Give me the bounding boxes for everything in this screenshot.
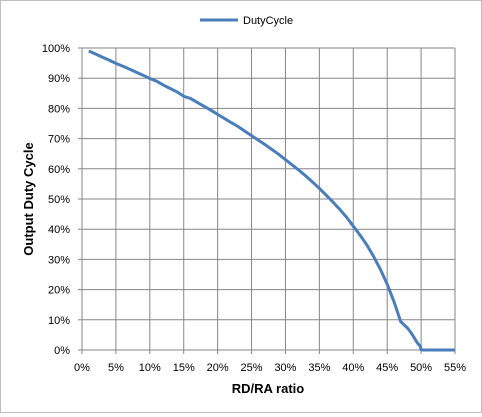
- x-axis-title: RD/RA ratio: [232, 381, 305, 396]
- x-tick-label: 45%: [376, 362, 398, 374]
- y-tick-label: 100%: [42, 43, 70, 55]
- x-tick-label: 5%: [108, 362, 124, 374]
- series-line-dutycycle: [88, 49, 455, 352]
- y-tick-label: 0%: [54, 345, 70, 357]
- y-tick-label: 80%: [48, 103, 70, 115]
- legend: DutyCycle: [200, 15, 293, 27]
- x-tick-label: 10%: [139, 362, 161, 374]
- y-tick-label: 30%: [48, 254, 70, 266]
- x-tick-label: 40%: [342, 362, 364, 374]
- y-tick-label: 20%: [48, 285, 70, 297]
- y-tick-label: 50%: [48, 194, 70, 206]
- y-axis-title: Output Duty Cycle: [21, 142, 36, 255]
- x-tick-label: 20%: [207, 362, 229, 374]
- y-tick-label: 70%: [48, 134, 70, 146]
- x-tick-label: 55%: [444, 362, 466, 374]
- legend-label-dutycycle: DutyCycle: [243, 15, 293, 27]
- x-tick-label: 0%: [74, 362, 90, 374]
- gridlines: [78, 47, 456, 354]
- x-axis-ticks: 0% 5% 10% 15% 20% 25% 30% 35% 40% 45% 50% 55%: [74, 362, 466, 374]
- y-axis-ticks: 0% 10% 20% 30% 40% 50% 60% 70% 80% 90% 100%: [42, 43, 70, 357]
- x-tick-label: 50%: [410, 362, 432, 374]
- y-tick-label: 40%: [48, 224, 70, 236]
- x-tick-label: 35%: [308, 362, 330, 374]
- y-tick-label: 60%: [48, 164, 70, 176]
- y-tick-label: 10%: [48, 315, 70, 327]
- x-tick-label: 25%: [241, 362, 263, 374]
- x-tick-label: 30%: [274, 362, 296, 374]
- x-tick-label: 15%: [173, 362, 195, 374]
- y-tick-label: 90%: [48, 73, 70, 85]
